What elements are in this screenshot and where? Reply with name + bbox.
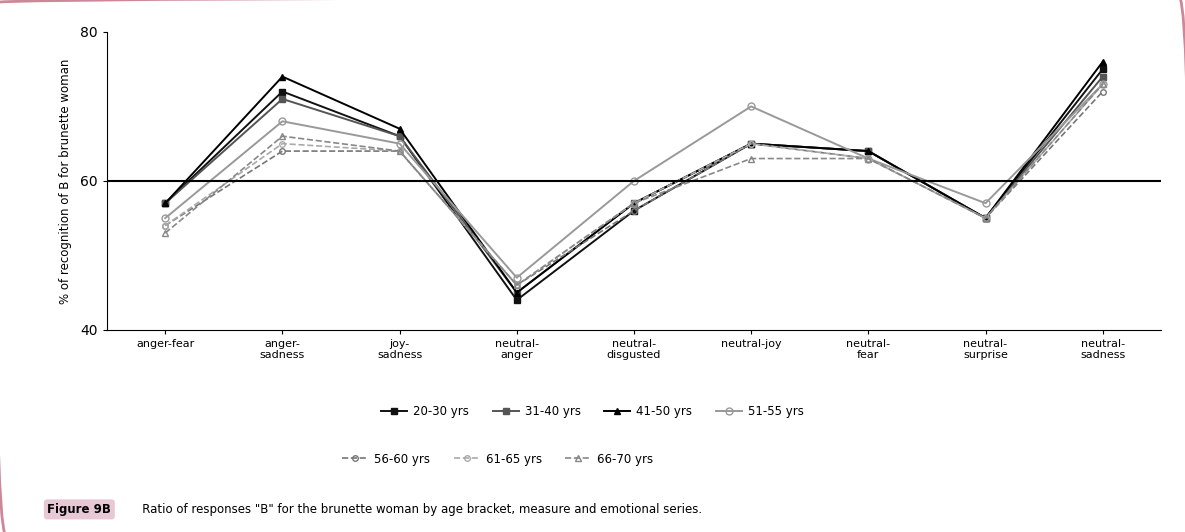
- Legend: 56-60 yrs, 61-65 yrs, 66-70 yrs: 56-60 yrs, 61-65 yrs, 66-70 yrs: [338, 448, 658, 470]
- Legend: 20-30 yrs, 31-40 yrs, 41-50 yrs, 51-55 yrs: 20-30 yrs, 31-40 yrs, 41-50 yrs, 51-55 y…: [377, 400, 808, 422]
- Text: Figure 9B: Figure 9B: [47, 503, 111, 516]
- Y-axis label: % of recognition of B for brunette woman: % of recognition of B for brunette woman: [59, 58, 71, 304]
- Text: Ratio of responses "B" for the brunette woman by age bracket, measure and emotio: Ratio of responses "B" for the brunette …: [130, 503, 702, 516]
